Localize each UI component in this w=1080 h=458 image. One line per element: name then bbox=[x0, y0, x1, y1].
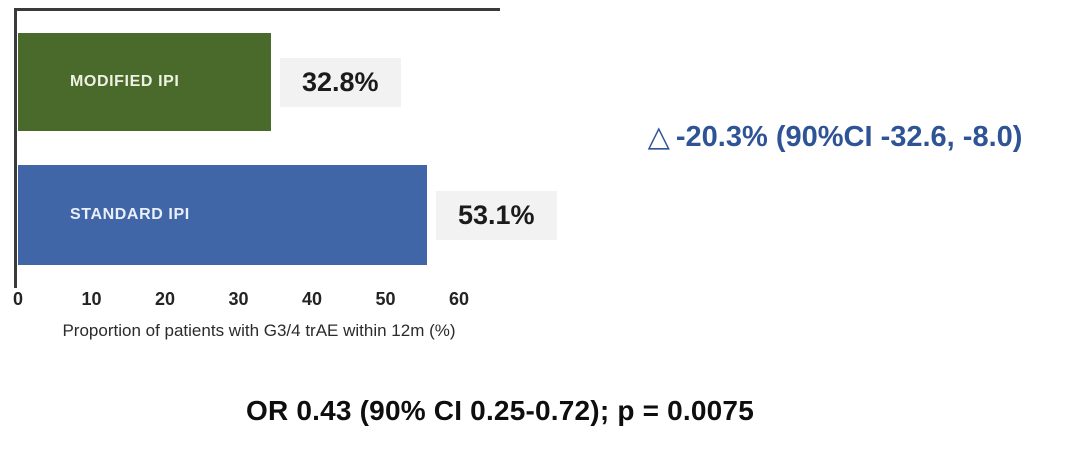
x-tick-label-10: 10 bbox=[81, 289, 102, 309]
value-label-standard-ipi: 53.1% bbox=[436, 190, 557, 240]
x-tick-label-60: 60 bbox=[448, 289, 470, 309]
value-label-modified-ipi: 32.8% bbox=[280, 57, 401, 107]
bar-row-standard-ipi: STANDARD IPI 53.1% bbox=[18, 165, 557, 265]
x-tick-label-20: 20 bbox=[154, 289, 176, 309]
bar-category-label-standard-ipi: STANDARD IPI bbox=[70, 206, 190, 223]
odds-ratio-stat-line: OR 0.43 (90% CI 0.25-0.72); p = 0.0075 bbox=[246, 395, 754, 426]
x-tick-label-40: 40 bbox=[301, 289, 323, 309]
x-tick-label-50: 50 bbox=[375, 289, 396, 309]
delta-triangle-icon: △ bbox=[647, 121, 670, 153]
bar-modified-ipi: MODIFIED IPI bbox=[18, 33, 271, 131]
bar-category-label-modified-ipi: MODIFIED IPI bbox=[70, 73, 180, 90]
x-tick-label-30: 30 bbox=[228, 289, 249, 309]
x-axis-ticks: 0 10 20 30 40 50 60 bbox=[13, 289, 503, 313]
delta-annotation: △ -20.3% (90%CI -32.6, -8.0) bbox=[605, 119, 1065, 154]
x-tick-label-0: 0 bbox=[12, 289, 24, 309]
bar-row-modified-ipi: MODIFIED IPI 32.8% bbox=[18, 33, 401, 131]
plot-area: MODIFIED IPI 32.8% STANDARD IPI 53.1% bbox=[14, 8, 557, 288]
x-axis-title: Proportion of patients with G3/4 trAE wi… bbox=[62, 321, 456, 340]
bar-standard-ipi: STANDARD IPI bbox=[18, 165, 427, 265]
delta-annotation-text: -20.3% (90%CI -32.6, -8.0) bbox=[675, 121, 1023, 153]
